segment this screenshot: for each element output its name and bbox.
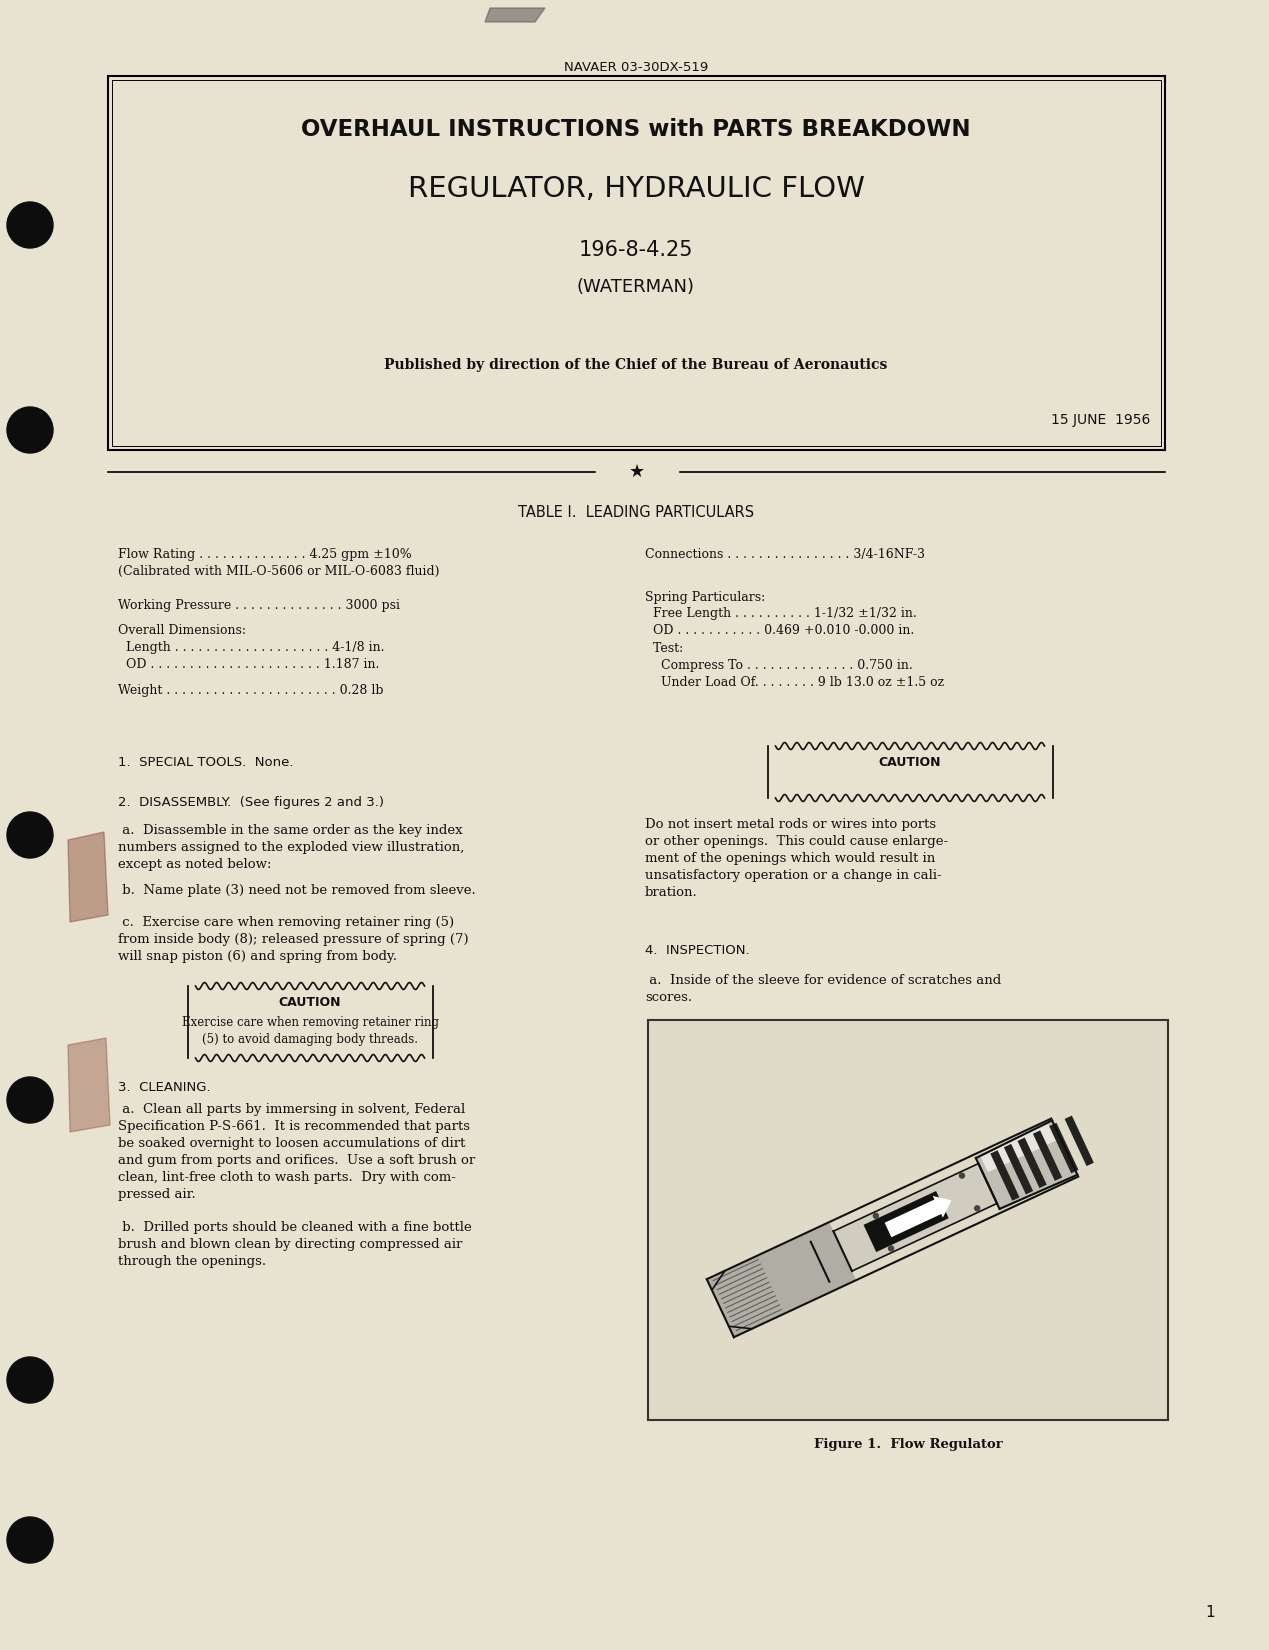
Circle shape xyxy=(873,1213,878,1218)
Text: Under Load Of. . . . . . . . 9 lb 13.0 oz ±1.5 oz: Under Load Of. . . . . . . . 9 lb 13.0 o… xyxy=(645,675,944,688)
Circle shape xyxy=(8,201,53,247)
Text: Published by direction of the Chief of the Bureau of Aeronautics: Published by direction of the Chief of t… xyxy=(385,358,888,371)
Bar xyxy=(1049,1122,1079,1173)
Text: Compress To . . . . . . . . . . . . . . 0.750 in.: Compress To . . . . . . . . . . . . . . … xyxy=(645,658,912,672)
Polygon shape xyxy=(69,832,108,922)
Text: (Calibrated with MIL-O-5606 or MIL-O-6083 fluid): (Calibrated with MIL-O-5606 or MIL-O-608… xyxy=(118,564,439,578)
Text: ★: ★ xyxy=(629,464,645,482)
Text: Exercise care when removing retainer ring
(5) to avoid damaging body threads.: Exercise care when removing retainer rin… xyxy=(181,1016,439,1046)
Text: TABLE I.  LEADING PARTICULARS: TABLE I. LEADING PARTICULARS xyxy=(518,505,754,520)
Text: 3.  CLEANING.: 3. CLEANING. xyxy=(118,1081,211,1094)
Bar xyxy=(1018,1137,1047,1188)
Text: a.  Disassemble in the same order as the key index
numbers assigned to the explo: a. Disassemble in the same order as the … xyxy=(118,823,464,871)
Bar xyxy=(975,1120,1077,1211)
Text: 1: 1 xyxy=(1206,1605,1214,1620)
Circle shape xyxy=(975,1206,980,1211)
Text: Weight . . . . . . . . . . . . . . . . . . . . . . 0.28 lb: Weight . . . . . . . . . . . . . . . . .… xyxy=(118,685,383,696)
Text: 1.  SPECIAL TOOLS.  None.: 1. SPECIAL TOOLS. None. xyxy=(118,756,293,769)
Text: Test:: Test: xyxy=(645,642,683,655)
Circle shape xyxy=(8,1516,53,1563)
Text: Working Pressure . . . . . . . . . . . . . . 3000 psi: Working Pressure . . . . . . . . . . . .… xyxy=(118,599,400,612)
Text: Overall Dimensions:: Overall Dimensions: xyxy=(118,624,246,637)
Text: a.  Inside of the sleeve for evidence of scratches and
scores.: a. Inside of the sleeve for evidence of … xyxy=(645,974,1001,1003)
Circle shape xyxy=(8,1356,53,1402)
Text: CAUTION: CAUTION xyxy=(878,756,942,769)
Polygon shape xyxy=(69,1038,110,1132)
Text: OVERHAUL INSTRUCTIONS with PARTS BREAKDOWN: OVERHAUL INSTRUCTIONS with PARTS BREAKDO… xyxy=(301,119,971,140)
Bar xyxy=(811,1231,851,1282)
Polygon shape xyxy=(884,1196,952,1238)
Bar xyxy=(648,1020,1167,1421)
Text: b.  Name plate (3) need not be removed from sleeve.: b. Name plate (3) need not be removed fr… xyxy=(118,884,476,898)
Circle shape xyxy=(8,1077,53,1124)
Bar xyxy=(1065,1115,1094,1167)
Text: a.  Clean all parts by immersing in solvent, Federal
Specification P-S-661.  It : a. Clean all parts by immersing in solve… xyxy=(118,1102,476,1201)
Text: 4.  INSPECTION.: 4. INSPECTION. xyxy=(645,944,750,957)
Bar xyxy=(707,1223,857,1337)
Circle shape xyxy=(8,812,53,858)
Text: Spring Particulars:: Spring Particulars: xyxy=(645,591,765,604)
Text: 2.  DISASSEMBLY.  (See figures 2 and 3.): 2. DISASSEMBLY. (See figures 2 and 3.) xyxy=(118,795,385,808)
Circle shape xyxy=(959,1173,964,1178)
Text: CAUTION: CAUTION xyxy=(279,997,341,1010)
Circle shape xyxy=(888,1246,893,1251)
Bar xyxy=(990,1150,1019,1201)
Text: Do not insert metal rods or wires into ports
or other openings.  This could caus: Do not insert metal rods or wires into p… xyxy=(645,818,948,899)
Bar xyxy=(863,1191,949,1252)
Bar xyxy=(834,1163,997,1270)
Circle shape xyxy=(8,408,53,454)
Text: Flow Rating . . . . . . . . . . . . . . 4.25 gpm ±10%: Flow Rating . . . . . . . . . . . . . . … xyxy=(118,548,411,561)
Text: 15 JUNE  1956: 15 JUNE 1956 xyxy=(1051,412,1150,427)
Text: OD . . . . . . . . . . . . . . . . . . . . . . 1.187 in.: OD . . . . . . . . . . . . . . . . . . .… xyxy=(118,658,379,672)
Text: Length . . . . . . . . . . . . . . . . . . . . 4-1/8 in.: Length . . . . . . . . . . . . . . . . .… xyxy=(118,642,385,655)
Text: Figure 1.  Flow Regulator: Figure 1. Flow Regulator xyxy=(813,1439,1003,1450)
Text: Free Length . . . . . . . . . . 1-1/32 ±1/32 in.: Free Length . . . . . . . . . . 1-1/32 ±… xyxy=(645,607,916,620)
Text: Connections . . . . . . . . . . . . . . . . 3/4-16NF-3: Connections . . . . . . . . . . . . . . … xyxy=(645,548,925,561)
Text: REGULATOR, HYDRAULIC FLOW: REGULATOR, HYDRAULIC FLOW xyxy=(407,175,864,203)
Text: (WATERMAN): (WATERMAN) xyxy=(577,277,695,295)
Text: b.  Drilled ports should be cleaned with a fine bottle
brush and blown clean by : b. Drilled ports should be cleaned with … xyxy=(118,1221,472,1267)
Text: OD . . . . . . . . . . . 0.469 +0.010 -0.000 in.: OD . . . . . . . . . . . 0.469 +0.010 -0… xyxy=(645,624,914,637)
Bar xyxy=(981,1124,1056,1173)
Text: c.  Exercise care when removing retainer ring (5)
from inside body (8); released: c. Exercise care when removing retainer … xyxy=(118,916,468,964)
Bar xyxy=(1033,1130,1062,1181)
Text: 196-8-4.25: 196-8-4.25 xyxy=(579,239,693,261)
Polygon shape xyxy=(485,8,544,21)
Bar xyxy=(1004,1143,1033,1195)
Text: NAVAER 03-30DX-519: NAVAER 03-30DX-519 xyxy=(563,61,708,74)
